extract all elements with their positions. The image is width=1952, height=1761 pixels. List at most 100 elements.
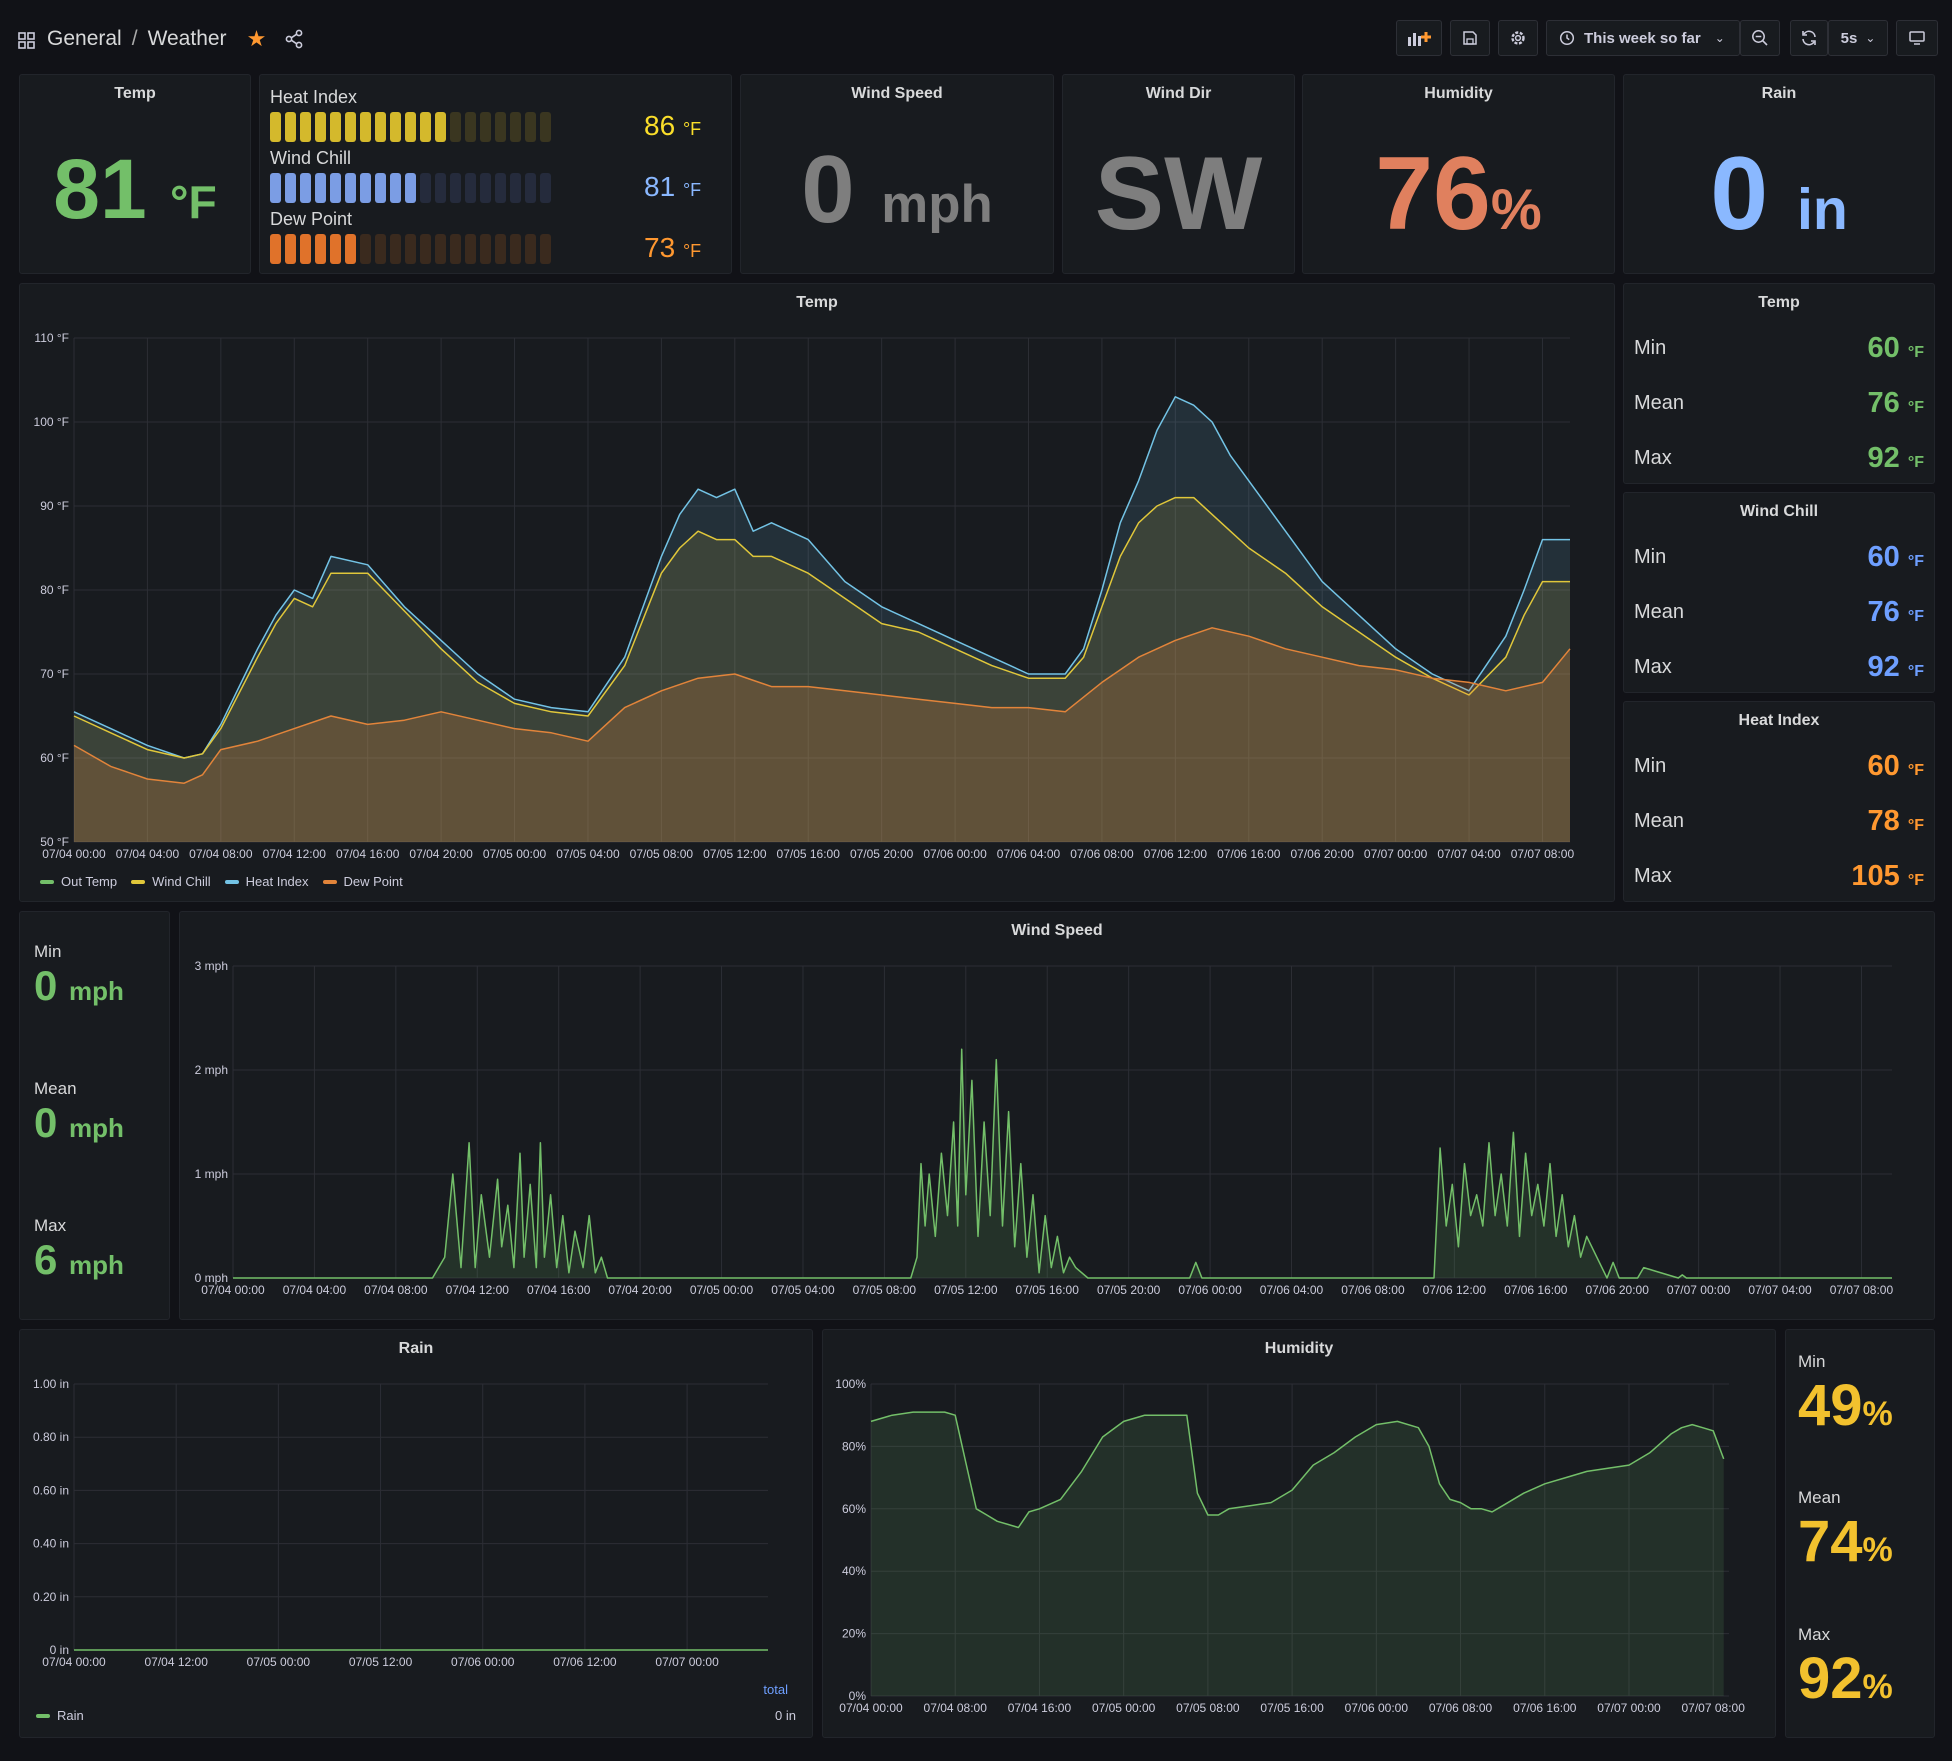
- x-tick-label: 07/04 16:00: [1008, 1701, 1072, 1715]
- gauges-panel[interactable]: Heat Index 86 °F Wind Chill 81 °F Dew Po…: [259, 74, 732, 274]
- humidity-unit: %: [1490, 178, 1542, 242]
- heat-index-value: 86 °F: [644, 110, 701, 142]
- wind-chill-summary-panel[interactable]: Wind Chill Min 60 °F Mean 76 °F Max 92 °…: [1623, 492, 1935, 693]
- wind-summary-panel[interactable]: Min 0 mph Mean 0 mph Max 6 mph: [19, 911, 170, 1320]
- time-range-picker[interactable]: This week so far ⌄: [1546, 20, 1740, 56]
- y-tick-label: 0.80 in: [33, 1430, 69, 1444]
- panel-title: Wind Speed: [851, 85, 943, 102]
- x-tick-label: 07/04 04:00: [116, 847, 180, 861]
- heat-index-unit: °F: [682, 119, 702, 139]
- gauge-cell: [510, 234, 521, 264]
- dashboard-settings-button[interactable]: [1498, 20, 1538, 56]
- y-tick-label: 20%: [842, 1627, 866, 1641]
- temp-chart-legend: Out Temp Wind Chill Heat Index Dew Point: [40, 874, 403, 889]
- gauge-cell: [480, 112, 491, 142]
- x-tick-label: 07/06 20:00: [1290, 847, 1354, 861]
- x-tick-label: 07/06 00:00: [1345, 1701, 1409, 1715]
- wind-chill-bar-gauge: [270, 173, 551, 203]
- legend-label: Wind Chill: [152, 874, 211, 889]
- value-number: 0: [34, 962, 58, 1009]
- zoom-out-button[interactable]: [1740, 20, 1780, 56]
- gauge-cell: [270, 112, 281, 142]
- gauge-cell: [285, 234, 296, 264]
- stat-label: Min: [1798, 1352, 1826, 1371]
- stat-value: 0 mph: [34, 962, 124, 1010]
- x-tick-label: 07/07 00:00: [1364, 847, 1428, 861]
- x-tick-label: 07/07 08:00: [1682, 1701, 1746, 1715]
- gauge-cell: [390, 112, 401, 142]
- x-tick-label: 07/05 12:00: [934, 1283, 998, 1297]
- x-tick-label: 07/04 00:00: [42, 1655, 106, 1669]
- legend-item-rain[interactable]: Rain: [36, 1708, 84, 1723]
- legend-item-heat-index[interactable]: Heat Index: [224, 874, 309, 889]
- legend-total-header[interactable]: total: [763, 1682, 788, 1697]
- humidity-timeseries-panel[interactable]: Humidity 0% 20% 40% 60% 80% 100% 07/04 00:00 07…: [822, 1329, 1776, 1738]
- gauge-cell: [420, 234, 431, 264]
- value-unit: °F: [1907, 607, 1924, 625]
- x-tick-label: 07/06 16:00: [1513, 1701, 1577, 1715]
- chevron-down-icon: ⌄: [1714, 31, 1725, 45]
- x-tick-label: 07/05 08:00: [853, 1283, 917, 1297]
- legend-item-out-temp[interactable]: Out Temp: [40, 874, 117, 889]
- wind-speed-timeseries-panel[interactable]: Wind Speed 0 mph 1 mph 2 mph 3 mph 07/04 00:…: [179, 911, 1935, 1320]
- stat-value: 0 mph: [34, 1099, 124, 1147]
- wind-chill-unit: °F: [682, 180, 702, 200]
- summary-row-mean: Mean 78 °F: [1634, 801, 1924, 841]
- wind-dir-stat-panel[interactable]: Wind Dir SW: [1062, 74, 1295, 274]
- temp-summary-panel[interactable]: Temp Min 60 °F Mean 76 °F Max 92 °F: [1623, 283, 1935, 484]
- refresh-button[interactable]: [1790, 20, 1828, 56]
- gauge-cell: [315, 234, 326, 264]
- temp-unit: °F: [170, 176, 217, 228]
- summary-label: Min: [1634, 336, 1667, 359]
- humidity-stat-panel[interactable]: Humidity 76%: [1302, 74, 1615, 274]
- temp-value: 81: [53, 142, 147, 236]
- breadcrumb-folder[interactable]: General: [47, 27, 122, 50]
- rain-stat-value: 0 in: [1624, 135, 1934, 254]
- x-tick-label: 07/05 16:00: [1016, 1283, 1080, 1297]
- y-tick-label: 2 mph: [195, 1063, 228, 1077]
- gauge-cell: [345, 112, 356, 142]
- wind-speed-stat-panel[interactable]: Wind Speed 0 mph: [740, 74, 1054, 274]
- dashboards-grid-icon[interactable]: [18, 31, 35, 49]
- star-icon[interactable]: ★: [246, 26, 267, 51]
- summary-value: 78 °F: [1868, 805, 1925, 838]
- rain-stat-panel[interactable]: Rain 0 in: [1623, 74, 1935, 274]
- x-tick-label: 07/06 04:00: [997, 847, 1061, 861]
- humidity-max-stat: Max 92%: [1798, 1625, 1893, 1712]
- heat-index-summary-panel[interactable]: Heat Index Min 60 °F Mean 78 °F Max 105 …: [1623, 701, 1935, 902]
- x-tick-label: 07/06 04:00: [1260, 1283, 1324, 1297]
- value-unit: mph: [69, 1250, 124, 1280]
- wind-chill-value: 81 °F: [644, 171, 701, 203]
- add-panel-button[interactable]: [1396, 20, 1442, 56]
- x-tick-label: 07/05 08:00: [1176, 1701, 1240, 1715]
- legend-label: Heat Index: [245, 874, 309, 889]
- gauge-cell: [375, 234, 386, 264]
- humidity-summary-panel[interactable]: Min 49% Mean 74% Max 92%: [1785, 1329, 1935, 1738]
- x-tick-label: 07/04 08:00: [364, 1283, 428, 1297]
- summary-value: 92 °F: [1868, 442, 1925, 475]
- legend-item-wind-chill[interactable]: Wind Chill: [131, 874, 211, 889]
- x-tick-label: 07/05 00:00: [690, 1283, 754, 1297]
- tv-mode-button[interactable]: [1896, 20, 1938, 56]
- breadcrumb-dashboard-title[interactable]: Weather: [147, 27, 227, 50]
- rain-timeseries-panel[interactable]: Rain 0 in 0.20 in 0.40 in 0.60 in 0.80 in 1.0…: [19, 1329, 813, 1738]
- summary-value: 60 °F: [1868, 541, 1925, 574]
- gauge-cell: [540, 112, 551, 142]
- share-icon[interactable]: [284, 29, 304, 49]
- x-tick-label: 07/04 08:00: [924, 1701, 988, 1715]
- value-number: 6: [34, 1236, 58, 1283]
- refresh-interval-picker[interactable]: 5s ⌄: [1828, 20, 1888, 56]
- panel-title: Temp: [114, 85, 156, 102]
- y-tick-label: 80 °F: [40, 583, 69, 597]
- temp-timeseries-panel[interactable]: Temp 50 °F 60 °F 70 °F 80 °F 90 °F 100 °F 110 …: [19, 283, 1615, 902]
- y-tick-label: 70 °F: [40, 667, 69, 681]
- legend-label: Dew Point: [343, 874, 403, 889]
- legend-item-dew-point[interactable]: Dew Point: [322, 874, 403, 889]
- save-dashboard-button[interactable]: [1450, 20, 1490, 56]
- dew-point-bar-gauge: [270, 234, 551, 264]
- gauge-cell: [300, 173, 311, 203]
- summary-row-min: Min 60 °F: [1634, 746, 1924, 786]
- gauge-cell: [465, 112, 476, 142]
- value-number: 92: [1867, 650, 1900, 683]
- temp-stat-panel[interactable]: Temp 81 °F: [19, 74, 251, 274]
